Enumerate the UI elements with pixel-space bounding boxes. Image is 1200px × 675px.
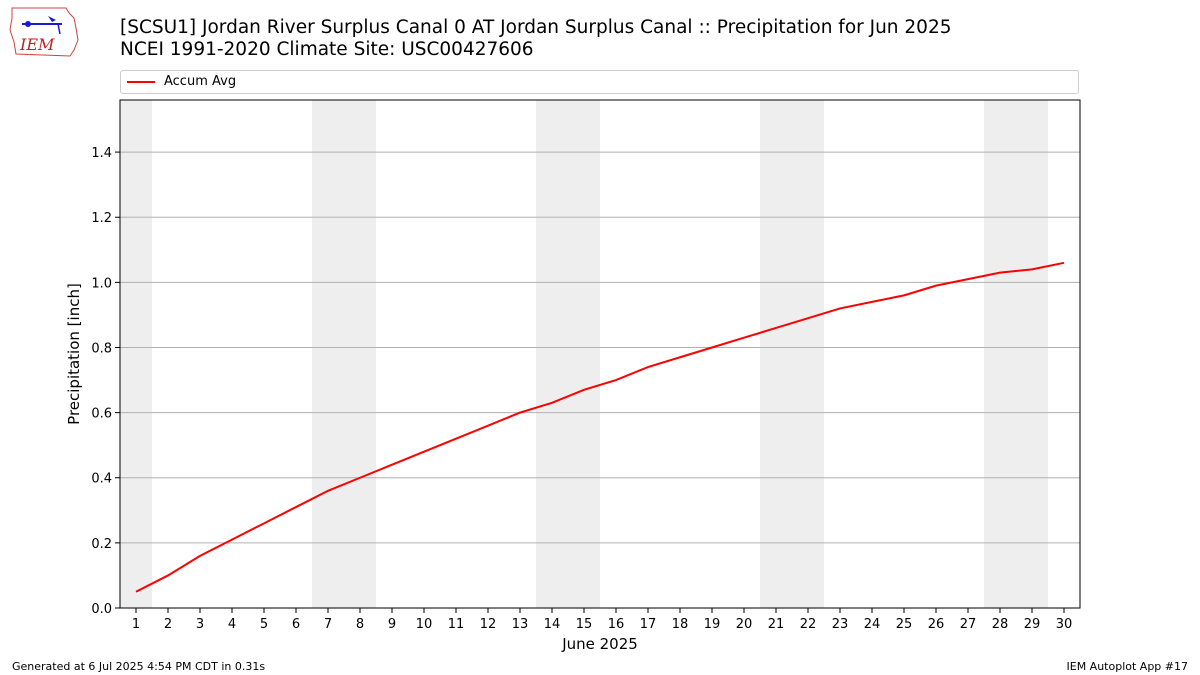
y-tick-label: 0.0 [91,602,112,617]
y-tick-label: 1.0 [91,276,112,291]
y-axis-label: Precipitation [inch] [65,283,83,425]
chart-title: [SCSU1] Jordan River Surplus Canal 0 AT … [120,17,952,38]
y-tick-label: 1.4 [91,146,112,161]
weekend-band-day-7 [312,100,344,608]
weekend-band-day-22 [792,100,824,608]
y-tick-label: 0.8 [91,341,112,356]
x-tick-label: 1 [132,617,140,632]
x-tick-label: 10 [416,617,433,632]
x-tick-label: 9 [388,617,396,632]
weekend-band-day-28 [984,100,1016,608]
x-tick-label: 15 [576,617,593,632]
y-tick-label: 1.2 [91,211,112,226]
chart-subtitle: NCEI 1991-2020 Climate Site: USC00427606 [120,39,534,60]
x-tick-label: 19 [704,617,721,632]
x-tick-label: 18 [672,617,689,632]
weekend-band-day-8 [344,100,376,608]
x-tick-label: 25 [896,617,913,632]
weekend-band-day-29 [1016,100,1048,608]
x-axis-label: June 2025 [561,635,638,653]
weekend-band-day-1 [120,100,152,608]
logo-text: IEM [19,35,55,54]
x-tick-label: 12 [480,617,497,632]
x-tick-label: 24 [864,617,881,632]
x-tick-label: 2 [164,617,172,632]
legend-swatch-accum-avg [127,81,155,83]
y-tick-label: 0.6 [91,407,112,422]
x-tick-label: 4 [228,617,236,632]
x-tick-label: 30 [1056,617,1073,632]
x-tick-label: 16 [608,617,625,632]
x-tick-label: 29 [1024,617,1041,632]
x-tick-label: 23 [832,617,849,632]
x-tick-label: 6 [292,617,300,632]
weekend-band-day-21 [760,100,792,608]
y-tick-label: 0.4 [91,472,112,487]
iem-logo: IEM [8,6,80,58]
plot-frame [119,99,1081,609]
x-tick-label: 20 [736,617,753,632]
x-tick-label: 22 [800,617,817,632]
x-tick-label: 14 [544,617,561,632]
generated-timestamp: Generated at 6 Jul 2025 4:54 PM CDT in 0… [12,660,266,673]
weekend-band-day-14 [536,100,568,608]
x-tick-label: 17 [640,617,657,632]
weekend-band-day-15 [568,100,600,608]
x-tick-label: 27 [960,617,977,632]
legend: Accum Avg [120,70,1079,94]
legend-label-accum-avg: Accum Avg [164,74,237,89]
app-id-label: IEM Autoplot App #17 [1066,660,1189,673]
y-tick-label: 0.2 [91,537,112,552]
x-tick-label: 26 [928,617,945,632]
x-tick-label: 7 [324,617,332,632]
x-tick-label: 28 [992,617,1009,632]
x-tick-label: 3 [196,617,204,632]
x-tick-label: 11 [448,617,465,632]
x-tick-label: 8 [356,617,364,632]
x-tick-label: 13 [512,617,529,632]
x-tick-label: 5 [260,617,268,632]
series-line-accum-avg [135,261,1065,593]
x-tick-label: 21 [768,617,785,632]
